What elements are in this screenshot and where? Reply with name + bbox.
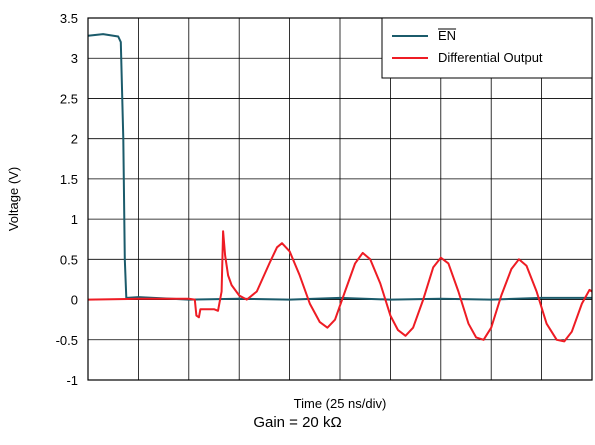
y-tick-label: 3 [71, 51, 78, 66]
chart-caption: Gain = 20 kΩ [253, 414, 342, 431]
legend-box [381, 17, 593, 79]
y-tick-label: 2.5 [60, 91, 78, 106]
y-tick-label: 1.5 [60, 172, 78, 187]
y-tick-label: 2 [71, 132, 78, 147]
chart-series [87, 33, 593, 343]
y-tick-label: -0.5 [56, 333, 78, 348]
y-tick-label: -1 [66, 373, 78, 388]
series-line-diff [87, 230, 593, 343]
legend-label-differential-output: Differential Output [438, 50, 543, 65]
y-tick-label: 1 [71, 212, 78, 227]
y-tick-label: 3.5 [60, 11, 78, 26]
plot-frame [87, 17, 593, 381]
legend-label-en: EN [438, 28, 456, 43]
y-tick-labels: 3.5 3 2.5 2 1.5 1 0.5 0 -0.5 -1 [56, 11, 78, 388]
legend: EN Differential Output [381, 17, 593, 79]
y-axis-label: Voltage (V) [6, 167, 21, 231]
x-axis-label: Time (25 ns/div) [294, 396, 387, 411]
y-tick-label: 0 [71, 293, 78, 308]
y-tick-label: 0.5 [60, 252, 78, 267]
